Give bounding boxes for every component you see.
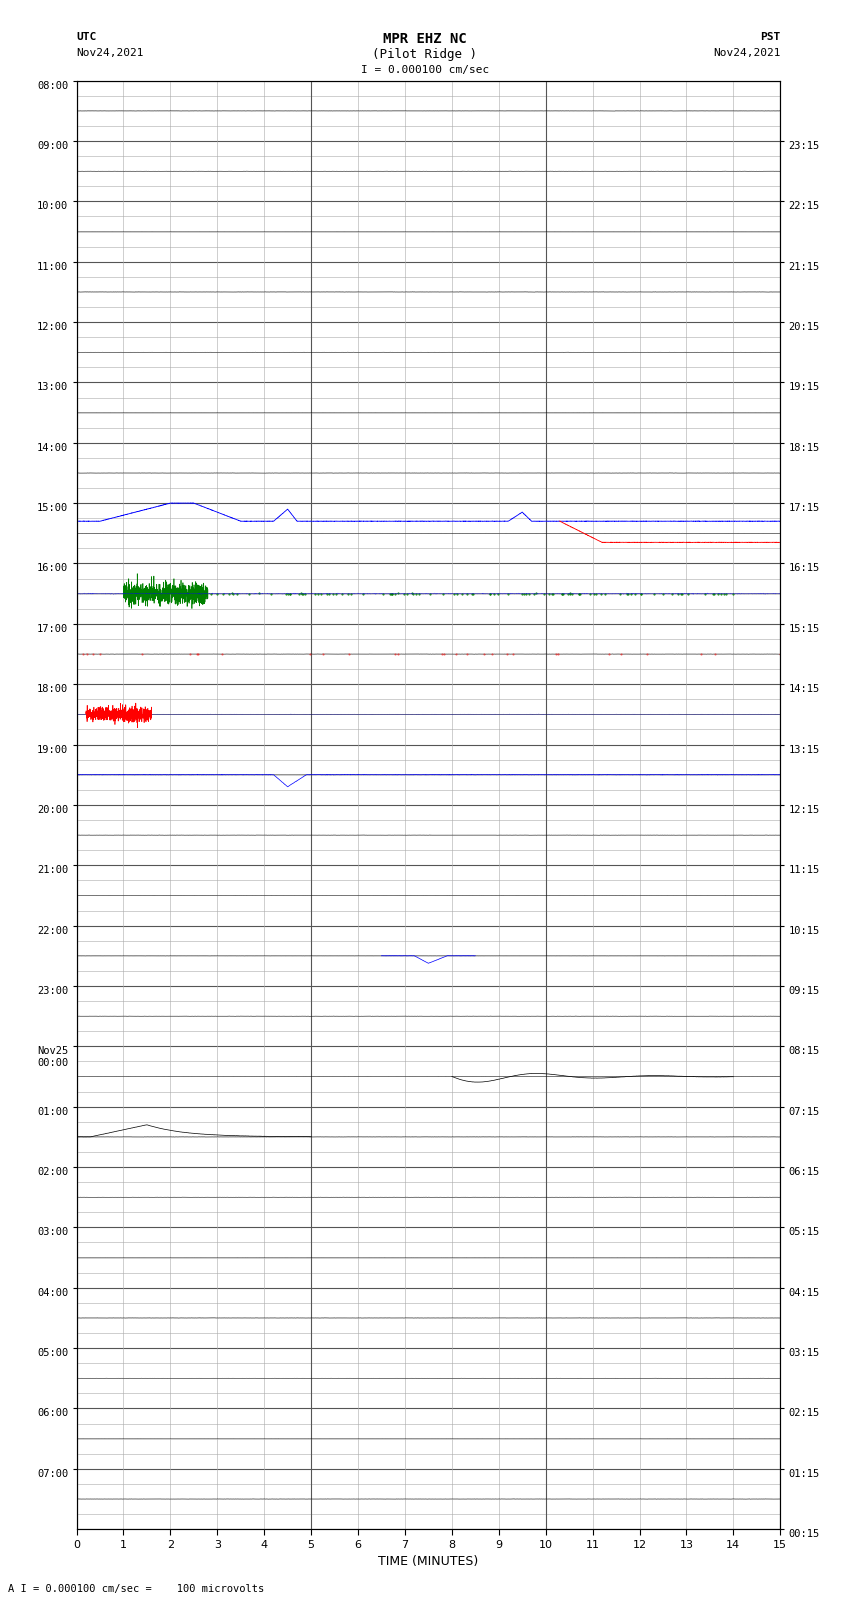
Text: MPR EHZ NC: MPR EHZ NC — [383, 32, 467, 47]
Text: I = 0.000100 cm/sec: I = 0.000100 cm/sec — [361, 65, 489, 74]
Text: UTC: UTC — [76, 32, 97, 42]
Text: Nov24,2021: Nov24,2021 — [76, 48, 144, 58]
X-axis label: TIME (MINUTES): TIME (MINUTES) — [378, 1555, 479, 1568]
Text: Nov24,2021: Nov24,2021 — [713, 48, 780, 58]
Text: PST: PST — [760, 32, 780, 42]
Text: A I = 0.000100 cm/sec =    100 microvolts: A I = 0.000100 cm/sec = 100 microvolts — [8, 1584, 264, 1594]
Text: (Pilot Ridge ): (Pilot Ridge ) — [372, 48, 478, 61]
